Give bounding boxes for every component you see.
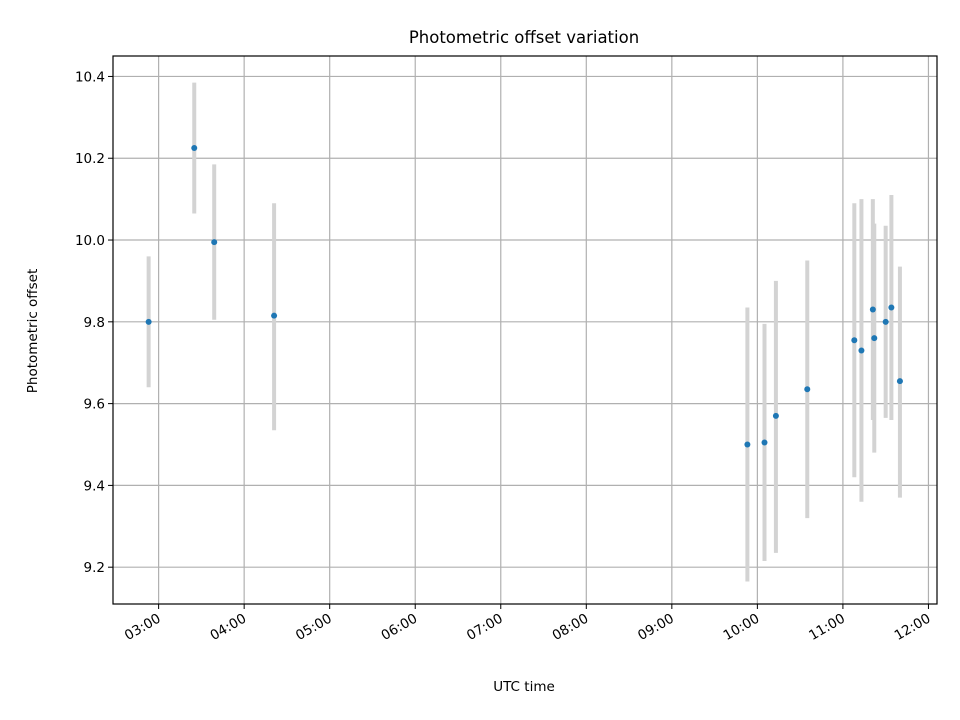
data-point (744, 441, 751, 448)
y-tick-label: 9.8 (84, 315, 105, 331)
y-tick-label: 9.4 (84, 478, 105, 494)
data-point (145, 318, 152, 325)
data-points (145, 145, 903, 448)
data-point (761, 439, 768, 446)
y-axis-ticks: 9.2 9.4 9.6 9.8 10.0 10.2 10.4 (75, 69, 113, 576)
y-tick-label: 10.2 (75, 151, 105, 167)
data-point (772, 412, 779, 419)
data-point (882, 318, 889, 325)
y-tick-label: 9.6 (84, 397, 105, 413)
chart-title: Photometric offset variation (409, 28, 639, 47)
y-tick-label: 10.0 (75, 233, 105, 249)
data-point (858, 347, 865, 354)
y-tick-label: 9.2 (84, 560, 105, 576)
y-axis-label: Photometric offset (25, 269, 41, 393)
data-point (896, 378, 903, 385)
data-point (888, 304, 895, 311)
plot-frame (112, 55, 938, 605)
data-point (869, 306, 876, 313)
data-point (211, 239, 218, 246)
y-tick-label: 10.4 (75, 69, 105, 85)
data-point (871, 335, 878, 342)
x-axis-label: UTC time (493, 679, 555, 695)
grid (113, 56, 937, 604)
data-point (271, 312, 278, 319)
data-point (851, 337, 858, 344)
data-point (804, 386, 811, 393)
data-point (191, 145, 198, 152)
